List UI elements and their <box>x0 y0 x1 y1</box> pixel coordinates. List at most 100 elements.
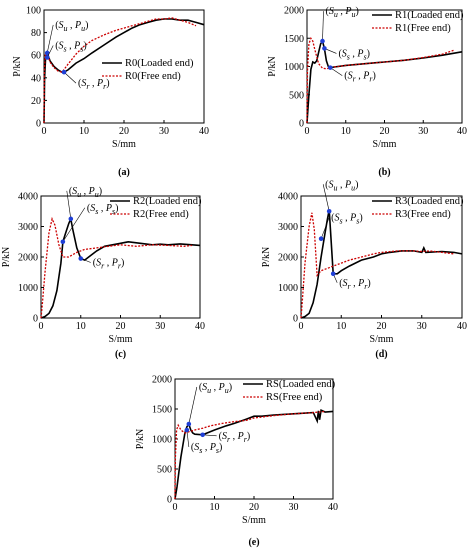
annotation-part: P <box>356 48 363 59</box>
annotation-part: P <box>96 78 103 89</box>
annotation-part: S <box>96 258 101 269</box>
x-tick-label: 10 <box>76 321 86 332</box>
y-tick-label: 80 <box>31 28 41 39</box>
annotation-part: P <box>357 278 364 289</box>
annotation-part: u <box>334 183 338 192</box>
legend-label: R0(Free end) <box>125 71 181 82</box>
annotation-part: , <box>202 442 210 453</box>
annotation-part: u <box>351 10 355 19</box>
annotation-part: , <box>67 40 75 51</box>
panel-c: 0 10 20 30 40 0 1000 2000 3000 4000 S/mm P/kN R2(Loa… <box>1 186 205 360</box>
series-line-loaded-end <box>43 18 205 124</box>
annotation-part: P <box>88 186 95 197</box>
x-tick-label: 30 <box>289 502 299 513</box>
x-tick-label: 30 <box>155 321 165 332</box>
annotation-part: ) <box>247 431 250 442</box>
annotation-part: u <box>207 386 211 395</box>
legend-label: R1(Loaded end) <box>395 10 464 21</box>
annotation-part: ( <box>191 442 195 453</box>
y-axis-label: P/kN <box>1 247 12 268</box>
annotation-part: ( <box>339 278 343 289</box>
annotation-part: P <box>111 258 118 269</box>
x-tick-label: 20 <box>119 126 129 137</box>
annotation-part: s <box>356 217 359 226</box>
annotation-part: S <box>329 6 334 17</box>
annotation-point <box>61 69 67 75</box>
x-tick-label: 30 <box>417 321 427 332</box>
annotation-part: , <box>211 382 219 393</box>
x-tick-label: 10 <box>341 126 351 137</box>
annotation-part: P <box>237 431 244 442</box>
x-axis-label: S/mm <box>109 334 133 345</box>
annotation-point <box>78 256 84 261</box>
x-tick-label: 0 <box>305 126 310 137</box>
annotation-point <box>44 55 50 60</box>
annotation-part: , <box>104 258 112 269</box>
annotation-part: P <box>73 40 80 51</box>
annotation-point <box>68 216 74 222</box>
annotation-part: P <box>344 179 351 190</box>
annotation-part: S <box>59 40 64 51</box>
legend-label: R1(Free end) <box>395 23 451 34</box>
annotation-part: s <box>216 446 219 455</box>
annotation-part: ( <box>331 213 335 224</box>
annotation-part: u <box>351 183 355 192</box>
annotation-label: (Ss , Ps) <box>55 40 87 53</box>
annotation-part: P <box>218 382 225 393</box>
series-line-free-end <box>300 212 454 319</box>
annotation-leader <box>63 71 77 84</box>
y-tick-label: 1500 <box>284 34 304 45</box>
legend-label: RS(Free end) <box>266 392 323 403</box>
legend-label: R3(Loaded end) <box>395 196 464 207</box>
y-tick-label: 2000 <box>284 6 304 17</box>
annotation-part: ( <box>344 71 348 82</box>
annotation-part: , <box>338 6 346 17</box>
annotation-part: , <box>351 278 359 289</box>
annotation-point <box>60 239 66 245</box>
annotation-part: S <box>90 203 95 214</box>
annotation-part: ) <box>359 213 362 224</box>
annotation-leader <box>330 67 343 76</box>
annotation-part: S <box>59 20 64 31</box>
x-tick-label: 0 <box>299 321 304 332</box>
annotation-leader <box>188 386 198 425</box>
panel-b: 0 10 20 30 40 0 500 1000 1500 2000 S/mm P/kN R1(Load… <box>267 6 467 179</box>
series-line-free-end <box>40 216 193 319</box>
annotation-point <box>184 427 190 433</box>
annotation-part: ) <box>355 6 358 17</box>
y-tick-label: 2000 <box>278 253 298 264</box>
y-tick-label: 2000 <box>152 375 172 386</box>
annotation-part: s <box>80 44 83 53</box>
annotation-part: ( <box>199 382 203 393</box>
panel-caption: (d) <box>375 349 387 360</box>
y-tick-label: 0 <box>167 495 172 506</box>
annotation-part: , <box>89 78 97 89</box>
annotation-part: ) <box>355 179 358 190</box>
annotation-part: ) <box>85 20 88 31</box>
x-tick-label: 40 <box>328 502 338 513</box>
x-tick-label: 20 <box>380 126 390 137</box>
annotation-part: r <box>348 282 352 291</box>
legend-label: R0(Loaded end) <box>125 58 194 69</box>
annotation-label: (Su , Pu) <box>69 186 102 199</box>
annotation-point <box>318 236 324 241</box>
x-tick-label: 20 <box>249 502 259 513</box>
y-tick-label: 3000 <box>278 222 298 233</box>
annotation-part: u <box>77 190 81 199</box>
annotation-part: P <box>344 6 351 17</box>
annotation-part: r <box>369 75 373 84</box>
annotation-part: s <box>95 207 98 216</box>
annotation-part: S <box>348 71 353 82</box>
x-tick-label: 40 <box>457 321 467 332</box>
annotation-part: u <box>95 190 99 199</box>
x-tick-label: 0 <box>173 502 178 513</box>
annotation-part: ( <box>325 179 329 190</box>
annotation-part: r <box>103 82 107 91</box>
annotation-label: (Ss , Ps) <box>338 48 370 61</box>
panel-caption: (e) <box>248 537 259 548</box>
annotation-part: s <box>364 52 367 61</box>
annotation-part: ) <box>99 186 102 197</box>
x-tick-label: 10 <box>79 126 89 137</box>
